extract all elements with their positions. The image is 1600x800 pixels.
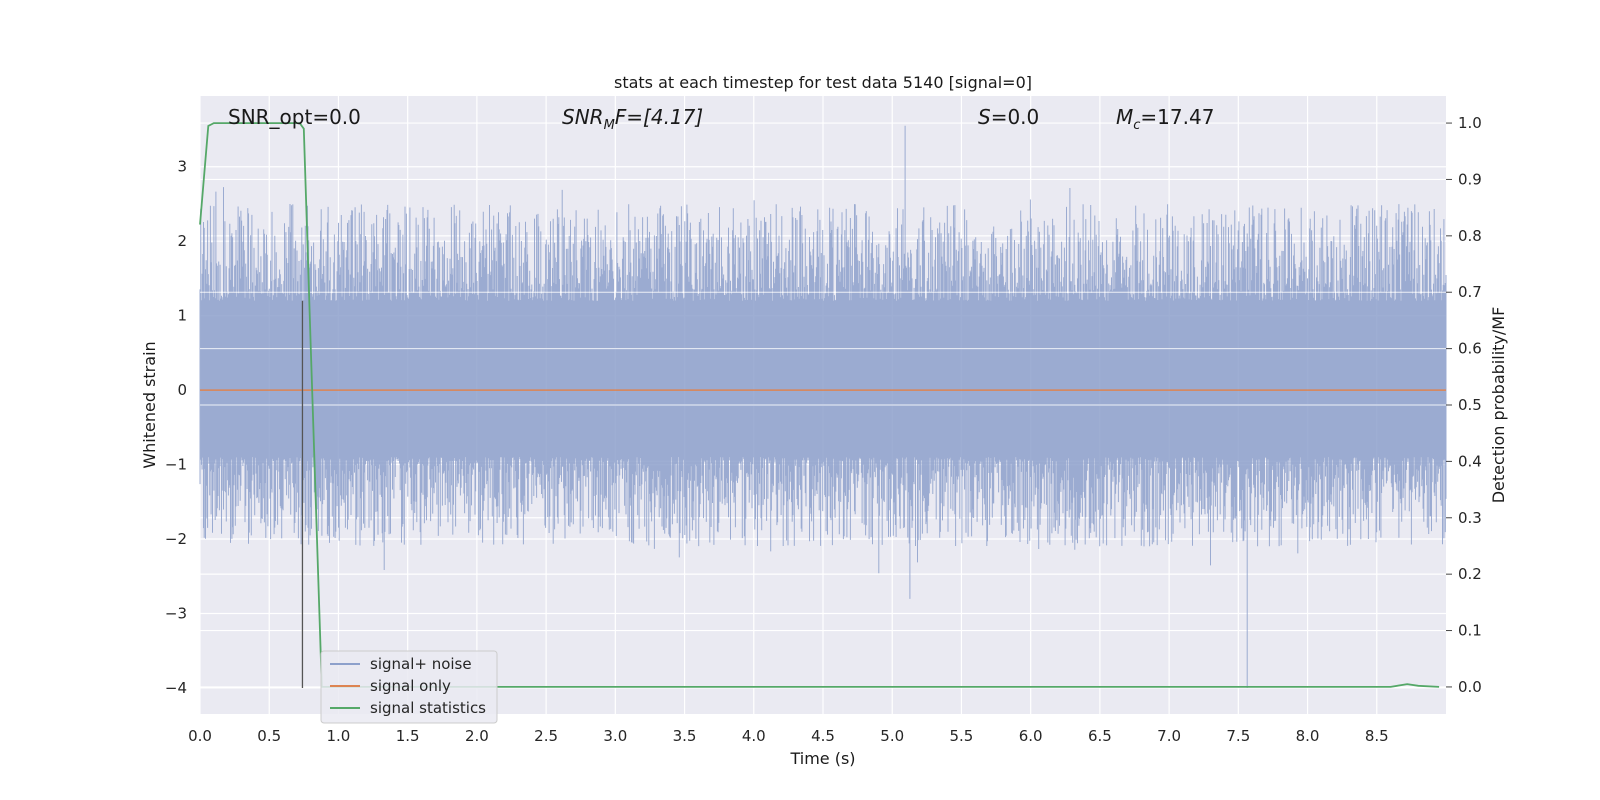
x-axis-label: Time (s): [789, 749, 855, 768]
right-y-tick-label: 0.8: [1458, 227, 1482, 245]
left-y-tick-label: −3: [165, 604, 187, 622]
left-y-tick-label: 2: [177, 232, 187, 250]
right-y-tick-label: 0.2: [1458, 565, 1482, 583]
right-y-tick-label: 0.1: [1458, 622, 1482, 640]
legend-label-signal-noise: signal+ noise: [370, 655, 472, 673]
right-y-tick-label: 0.9: [1458, 170, 1482, 188]
x-tick-label: 0.5: [257, 727, 281, 745]
x-tick-label: 5.5: [950, 727, 974, 745]
x-tick-label: 6.5: [1088, 727, 1112, 745]
left-y-tick-label: 1: [177, 307, 187, 325]
legend-label-signal-only: signal only: [370, 677, 451, 695]
annotation-mc: Mc=17.47: [1116, 105, 1214, 133]
annotation-s: S=0.0: [978, 105, 1039, 129]
legend: signal+ noise signal only signal statist…: [320, 650, 498, 724]
left-y-tick-label: 3: [177, 158, 187, 176]
x-tick-label: 8.5: [1365, 727, 1389, 745]
x-tick-label: 6.0: [1019, 727, 1043, 745]
x-axis-ticks: 0.0 0.5 1.0 1.5 2.0 2.5 3.0 3.5 4.0 4.5 5.0 5.5 6.0 6…: [188, 727, 1389, 745]
x-tick-label: 3.5: [673, 727, 697, 745]
left-y-tick-label: 0: [177, 381, 187, 399]
right-y-tick-label: 1.0: [1458, 114, 1482, 132]
right-y-tick-label: 0.6: [1458, 340, 1482, 358]
legend-box: [320, 650, 498, 724]
right-y-tick-label: 0.3: [1458, 509, 1482, 527]
x-tick-label: 3.0: [603, 727, 627, 745]
x-tick-label: 2.0: [465, 727, 489, 745]
left-y-axis-label: Whitened strain: [140, 341, 159, 468]
chart-title: stats at each timestep for test data 514…: [614, 73, 1032, 92]
legend-label-signal-statistics: signal statistics: [370, 699, 486, 717]
left-y-tick-label: −1: [165, 456, 187, 474]
x-tick-label: 1.0: [327, 727, 351, 745]
x-tick-label: 1.5: [396, 727, 420, 745]
right-y-axis-label: Detection probability/MF: [1489, 307, 1508, 504]
right-y-tick-label: 0.5: [1458, 396, 1482, 414]
x-tick-label: 4.0: [742, 727, 766, 745]
left-y-tick-label: −2: [165, 530, 187, 548]
right-y-tick-label: 0.7: [1458, 283, 1482, 301]
annotation-snr-opt: SNR_opt=0.0: [228, 105, 361, 129]
right-y-tick-label: 0.0: [1458, 678, 1482, 696]
right-y-tick-label: 0.4: [1458, 452, 1482, 470]
x-tick-label: 4.5: [811, 727, 835, 745]
left-y-tick-label: −4: [165, 679, 187, 697]
right-y-axis-ticks: 0.0 0.1 0.2 0.3 0.4 0.5 0.6 0.7 0.8 0.9 1.0: [1446, 114, 1482, 696]
x-tick-label: 8.0: [1296, 727, 1320, 745]
series-layer: [199, 122, 1447, 688]
x-tick-label: 5.0: [880, 727, 904, 745]
left-y-axis-ticks: −4 −3 −2 −1 0 1 2 3: [165, 158, 187, 697]
x-tick-label: 7.0: [1157, 727, 1181, 745]
annotation-snr-mf: SNRMF=[4.17]: [562, 105, 703, 133]
x-tick-label: 0.0: [188, 727, 212, 745]
x-tick-label: 2.5: [534, 727, 558, 745]
x-tick-label: 7.5: [1226, 727, 1250, 745]
